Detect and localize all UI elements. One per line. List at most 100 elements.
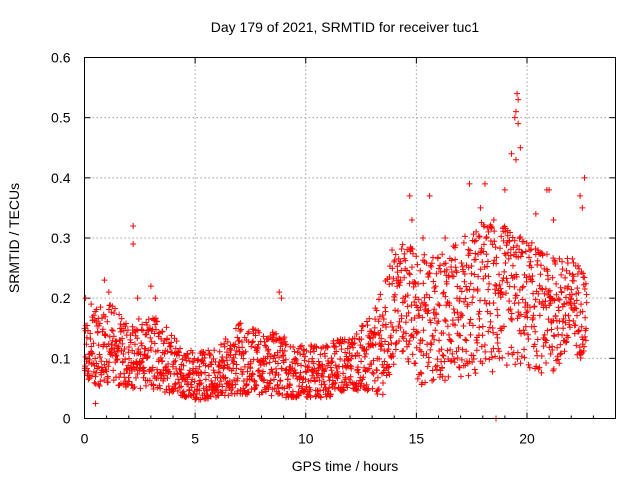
- data-point: [373, 307, 380, 314]
- data-point: [359, 322, 366, 329]
- data-point: [551, 333, 558, 340]
- data-point: [122, 356, 129, 363]
- data-point: [340, 387, 347, 394]
- data-point: [202, 369, 209, 376]
- data-point: [326, 385, 333, 392]
- data-point: [420, 235, 427, 241]
- data-point: [186, 387, 193, 394]
- data-point: [453, 269, 460, 276]
- data-point: [148, 346, 155, 353]
- data-point: [411, 279, 418, 286]
- data-point: [404, 292, 411, 299]
- data-point: [245, 338, 252, 345]
- data-point: [225, 392, 232, 399]
- data-point: [489, 368, 496, 375]
- data-point: [265, 346, 272, 353]
- data-point: [118, 315, 125, 322]
- data-point: [415, 296, 422, 303]
- data-point: [177, 371, 184, 378]
- data-point: [449, 350, 456, 357]
- data-point: [581, 274, 588, 281]
- data-point: [96, 354, 103, 361]
- data-point: [93, 306, 100, 313]
- data-point: [541, 290, 548, 297]
- data-point: [492, 244, 499, 251]
- data-point: [306, 364, 313, 371]
- data-point: [524, 314, 531, 321]
- data-point: [283, 366, 290, 373]
- data-point: [350, 344, 357, 351]
- data-point: [222, 374, 229, 381]
- y-tick-label: 0.2: [51, 290, 71, 306]
- data-point: [450, 273, 457, 280]
- data-point: [481, 180, 488, 187]
- y-tick-label: 0.3: [51, 230, 71, 246]
- data-point: [460, 239, 467, 246]
- data-point: [564, 259, 571, 266]
- data-point: [461, 278, 468, 285]
- data-point: [88, 373, 95, 380]
- data-point: [131, 341, 138, 348]
- data-point: [217, 341, 224, 348]
- data-point: [406, 270, 413, 277]
- data-point: [481, 223, 488, 230]
- data-point: [92, 400, 99, 407]
- data-point: [242, 348, 249, 355]
- data-point: [171, 358, 178, 365]
- data-point: [576, 265, 583, 272]
- data-point: [560, 325, 567, 332]
- data-point: [392, 346, 399, 353]
- data-point: [163, 324, 170, 331]
- data-point: [331, 344, 338, 351]
- data-point: [360, 382, 367, 389]
- data-point: [150, 386, 157, 393]
- data-point: [386, 281, 393, 288]
- data-point: [536, 282, 543, 289]
- data-point: [265, 384, 272, 391]
- data-point: [297, 369, 304, 376]
- data-point: [129, 347, 136, 354]
- data-point: [488, 348, 495, 355]
- data-points: [81, 90, 590, 422]
- data-point: [174, 387, 181, 394]
- data-point: [399, 333, 406, 340]
- data-point: [301, 357, 308, 364]
- data-point: [479, 332, 486, 339]
- data-point: [575, 262, 582, 269]
- data-point: [395, 273, 402, 280]
- data-point: [492, 353, 499, 360]
- data-point: [521, 354, 528, 361]
- data-point: [381, 358, 388, 365]
- data-point: [563, 294, 570, 301]
- data-point: [406, 192, 413, 199]
- data-point: [274, 360, 281, 367]
- data-point: [154, 366, 161, 373]
- data-point: [224, 364, 231, 371]
- data-point: [536, 364, 543, 371]
- data-point: [281, 385, 288, 392]
- data-point: [232, 370, 239, 377]
- data-point: [503, 362, 510, 369]
- data-point: [431, 336, 438, 343]
- data-point: [487, 318, 494, 325]
- data-point: [443, 266, 450, 273]
- data-point: [496, 271, 503, 278]
- y-tick-label: 0.4: [51, 170, 71, 186]
- data-point: [249, 339, 256, 346]
- data-point: [238, 338, 245, 345]
- data-point: [484, 263, 491, 270]
- data-point: [138, 326, 145, 333]
- data-point: [439, 365, 446, 372]
- data-point: [187, 391, 194, 398]
- data-point: [529, 278, 536, 285]
- data-point: [553, 280, 560, 287]
- data-point: [148, 338, 155, 345]
- data-point: [342, 349, 349, 356]
- data-point: [205, 372, 212, 379]
- x-axis-label: GPS time / hours: [292, 458, 399, 474]
- data-point: [316, 377, 323, 384]
- data-point: [555, 296, 562, 303]
- data-point: [562, 319, 569, 326]
- data-point: [144, 321, 151, 328]
